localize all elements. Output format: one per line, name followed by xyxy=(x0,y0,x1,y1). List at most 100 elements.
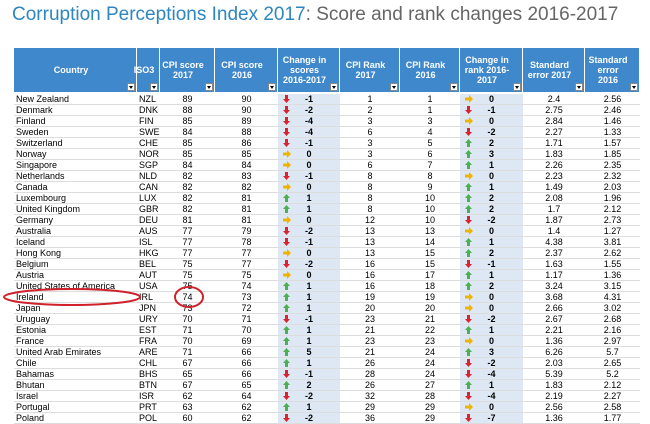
cell-text: -2 xyxy=(487,314,496,324)
trend-arrow xyxy=(283,282,290,290)
cell: 2.21 xyxy=(523,325,585,336)
cell: 1 xyxy=(460,270,523,281)
cell: -2 xyxy=(460,215,523,226)
cell: -2 xyxy=(278,259,340,270)
arrow-shape xyxy=(283,403,290,411)
arrow-shape xyxy=(283,414,290,422)
cell: 23 xyxy=(340,336,400,347)
cell-text: 8 xyxy=(367,204,373,214)
cell: 1.4 xyxy=(523,226,585,237)
cell-text: -1 xyxy=(304,138,313,148)
cell-text: 1.57 xyxy=(603,138,622,148)
arrow-shape xyxy=(283,238,290,246)
cell-text: 81 xyxy=(182,215,193,225)
cell: 63 xyxy=(160,402,215,413)
trend-arrow xyxy=(283,403,290,411)
cell-text: 28 xyxy=(424,391,435,401)
cell-text: 85 xyxy=(241,149,252,159)
cell-text: 23 xyxy=(364,314,375,324)
trend-arrow xyxy=(283,205,290,213)
cell-text: POL xyxy=(139,413,158,423)
arrow-shape xyxy=(283,260,290,268)
cell-text: Austria xyxy=(16,270,45,280)
cell: Israel xyxy=(14,391,137,402)
cell-text: 8 xyxy=(367,193,373,203)
cell: 2.35 xyxy=(585,160,640,171)
arrow-shape xyxy=(465,260,472,268)
cell-text: 90 xyxy=(241,94,252,104)
cell: 1.46 xyxy=(585,116,640,127)
trend-arrow xyxy=(465,260,472,268)
cell-text: Canada xyxy=(16,182,48,192)
cell: 27 xyxy=(400,380,460,391)
cell: Canada xyxy=(14,182,137,193)
cell: -2 xyxy=(278,226,340,237)
cell: 2.58 xyxy=(585,402,640,413)
filter-button[interactable] xyxy=(630,83,638,91)
cell-text: 2 xyxy=(488,138,494,148)
cell: 21 xyxy=(340,347,400,358)
cell: 5.7 xyxy=(585,347,640,358)
cell: 78 xyxy=(215,237,278,248)
cell-text: -1 xyxy=(487,259,496,269)
cell-text: 1.83 xyxy=(545,380,563,390)
cell-text: Estonia xyxy=(16,325,47,335)
cell: 16 xyxy=(340,281,400,292)
cell: Singapore xyxy=(14,160,137,171)
arrow-shape xyxy=(465,271,472,279)
cell-text: 0 xyxy=(306,160,312,170)
cell-text: 82 xyxy=(182,182,193,192)
cell: 2.03 xyxy=(523,358,585,369)
arrow-shape xyxy=(465,370,472,378)
cell: 21 xyxy=(340,325,400,336)
trend-arrow xyxy=(465,216,472,224)
cell: 0 xyxy=(460,226,523,237)
filter-button[interactable] xyxy=(575,83,583,91)
filter-button[interactable] xyxy=(450,83,458,91)
cell-text: 21 xyxy=(364,347,375,357)
cell: AUS xyxy=(137,226,160,237)
cell: United Arab Emirates xyxy=(14,347,137,358)
cell: 3.68 xyxy=(523,292,585,303)
cell-text: 5.2 xyxy=(606,369,619,379)
filter-button[interactable] xyxy=(205,83,213,91)
cell-text: 28 xyxy=(364,369,375,379)
cell-text: 2.58 xyxy=(603,402,622,412)
trend-arrow xyxy=(283,227,290,235)
cell-text: 2.4 xyxy=(547,94,561,104)
cell-text: 85 xyxy=(182,149,193,159)
cell: 82 xyxy=(160,182,215,193)
cell-text: 1.77 xyxy=(603,413,622,423)
cell-text: SGP xyxy=(139,160,159,170)
cell: Bhutan xyxy=(14,380,137,391)
cell: 75 xyxy=(160,259,215,270)
cell: EST xyxy=(137,325,160,336)
cell-text: 1 xyxy=(488,270,494,280)
cell-text: 1.85 xyxy=(603,149,622,159)
trend-arrow xyxy=(283,161,291,169)
cell: 4.31 xyxy=(585,292,640,303)
cell-text: 2.75 xyxy=(545,105,563,115)
filter-button[interactable] xyxy=(390,83,398,91)
arrow-shape xyxy=(283,370,290,378)
cell-text: -7 xyxy=(487,413,496,423)
cell: 2.97 xyxy=(585,336,640,347)
cell-text: 66 xyxy=(241,369,252,379)
cell-text: Chile xyxy=(16,358,37,368)
arrow-shape xyxy=(465,381,472,389)
filter-button[interactable] xyxy=(150,83,158,91)
cell: 85 xyxy=(215,149,278,160)
cell-text: 14 xyxy=(424,237,435,247)
filter-button[interactable] xyxy=(127,83,135,91)
cell-text: 2.46 xyxy=(603,105,622,115)
cell: -1 xyxy=(278,369,340,380)
cell-text: 1 xyxy=(306,325,312,335)
cell: 1.96 xyxy=(585,193,640,204)
trend-arrow xyxy=(283,271,291,279)
arrow-shape xyxy=(283,117,290,125)
trend-arrow xyxy=(465,117,473,125)
filter-button[interactable] xyxy=(330,83,338,91)
filter-button[interactable] xyxy=(268,83,276,91)
cell-text: 1 xyxy=(306,336,312,346)
filter-button[interactable] xyxy=(513,83,521,91)
